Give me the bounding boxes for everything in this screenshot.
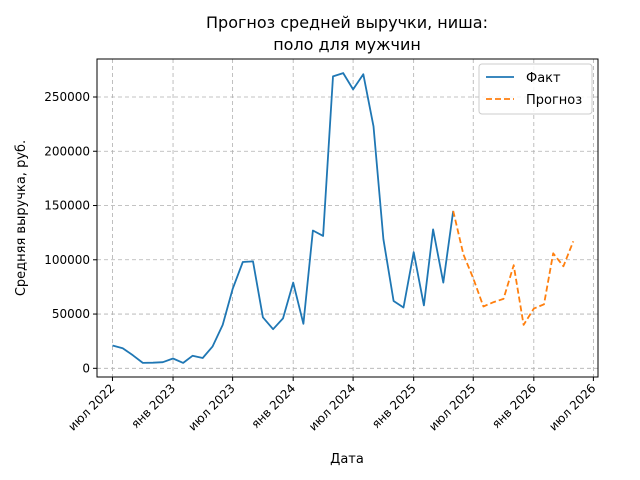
plot-area-frame: [96, 58, 599, 378]
y-axis: 0 50000 100000 150000 200000 250000: [44, 90, 97, 375]
chart-title-line1: Прогноз средней выручки, ниша:: [206, 13, 488, 32]
chart-title-line2: поло для мужчин: [273, 35, 421, 54]
legend-label-fact: Факт: [526, 71, 561, 86]
y-tick-label: 250000: [44, 90, 90, 104]
series-line-forecast: [452, 210, 575, 326]
series-line-fact: [112, 72, 455, 364]
y-tick-label: 50000: [52, 307, 90, 321]
y-tick-label: 0: [82, 361, 90, 375]
y-tick-label: 100000: [44, 253, 90, 267]
y-tick-label: 150000: [44, 199, 90, 213]
x-axis-label: Дата: [330, 452, 364, 467]
y-axis-label: Средняя выручка, руб.: [14, 140, 29, 296]
series-layer: [112, 72, 575, 364]
legend: Факт Прогноз: [478, 63, 593, 115]
y-tick-label: 200000: [44, 144, 90, 158]
legend-label-forecast: Прогноз: [526, 93, 582, 108]
